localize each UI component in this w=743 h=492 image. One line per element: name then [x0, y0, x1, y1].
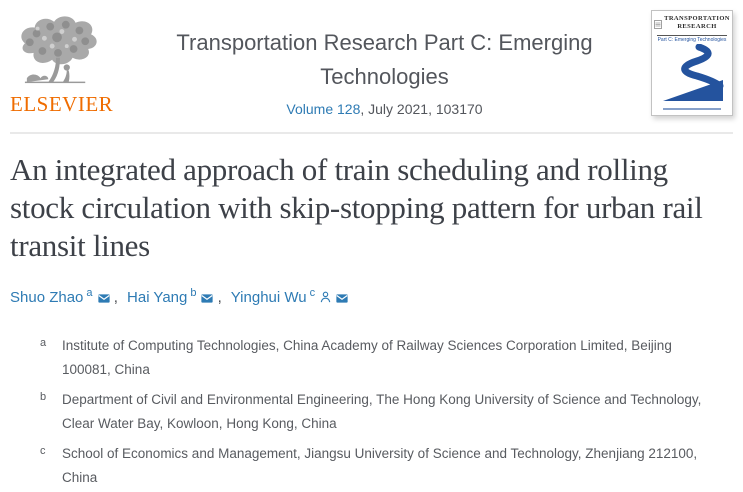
author-list: Shuo Zhao a , Hai Yang b , Yinghui Wu c — [10, 287, 733, 306]
journal-cover-thumbnail[interactable]: TRANSPORTATION RESEARCH Part C: Emerging… — [651, 10, 733, 116]
envelope-icon[interactable] — [336, 294, 348, 303]
issue-info: , July 2021, 103170 — [360, 101, 483, 117]
cover-journal-title-line2: RESEARCH — [677, 22, 717, 30]
envelope-icon[interactable] — [97, 294, 110, 303]
affiliation-label: b — [40, 391, 47, 403]
author-shuo-zhao[interactable]: Shuo Zhao a — [10, 287, 114, 306]
journal-banner: ELSEVIER Transportation Research Part C:… — [0, 0, 743, 117]
article-title: An integrated approach of train scheduli… — [10, 152, 703, 263]
author-yinghui-wu[interactable]: Yinghui Wu c — [231, 287, 348, 306]
envelope-icon[interactable] — [201, 294, 214, 303]
author-affiliation-superscript: a — [86, 287, 93, 299]
article-main: An integrated approach of train scheduli… — [0, 151, 743, 490]
cover-river-road-art — [663, 44, 724, 101]
elsevier-tree-logo — [12, 14, 118, 91]
volume-link[interactable]: Volume 128 — [286, 101, 361, 117]
author-affiliation-superscript: b — [190, 287, 197, 299]
affiliation-text: Department of Civil and Environmental En… — [62, 392, 702, 431]
affiliation-text: School of Economics and Management, Jian… — [62, 446, 698, 485]
journal-title-link[interactable]: Transportation Research Part C: Emerging… — [176, 30, 593, 89]
author-hai-yang[interactable]: Hai Yang b — [127, 287, 218, 306]
author-affiliation-superscript: c — [309, 287, 316, 299]
affiliation-b: b Department of Civil and Environmental … — [10, 388, 722, 436]
journal-cover-column: TRANSPORTATION RESEARCH Part C: Emerging… — [651, 10, 735, 116]
person-icon[interactable] — [320, 291, 331, 303]
affiliation-label: c — [40, 445, 46, 457]
affiliation-list: a Institute of Computing Technologies, C… — [10, 334, 733, 490]
affiliation-text: Institute of Computing Technologies, Chi… — [62, 338, 672, 377]
affiliation-label: a — [40, 337, 47, 349]
volume-issue-line: Volume 128, July 2021, 103170 — [118, 101, 651, 117]
header-divider — [10, 132, 733, 134]
cover-elsevier-emblem-icon — [654, 16, 662, 34]
cover-footer-line — [663, 108, 721, 110]
author-separator: , — [217, 289, 222, 306]
affiliation-c: c School of Economics and Management, Ji… — [10, 442, 722, 490]
elsevier-wordmark: ELSEVIER — [10, 92, 114, 116]
elsevier-logo-link[interactable]: ELSEVIER — [10, 8, 118, 117]
cover-journal-subtitle: Part C: Emerging Technologies — [657, 37, 727, 43]
cover-journal-title-line1: TRANSPORTATION — [664, 15, 730, 22]
author-separator: , — [113, 289, 118, 306]
journal-title-block: Transportation Research Part C: Emerging… — [118, 8, 651, 117]
affiliation-a: a Institute of Computing Technologies, C… — [10, 334, 722, 382]
cover-rule — [657, 35, 727, 36]
